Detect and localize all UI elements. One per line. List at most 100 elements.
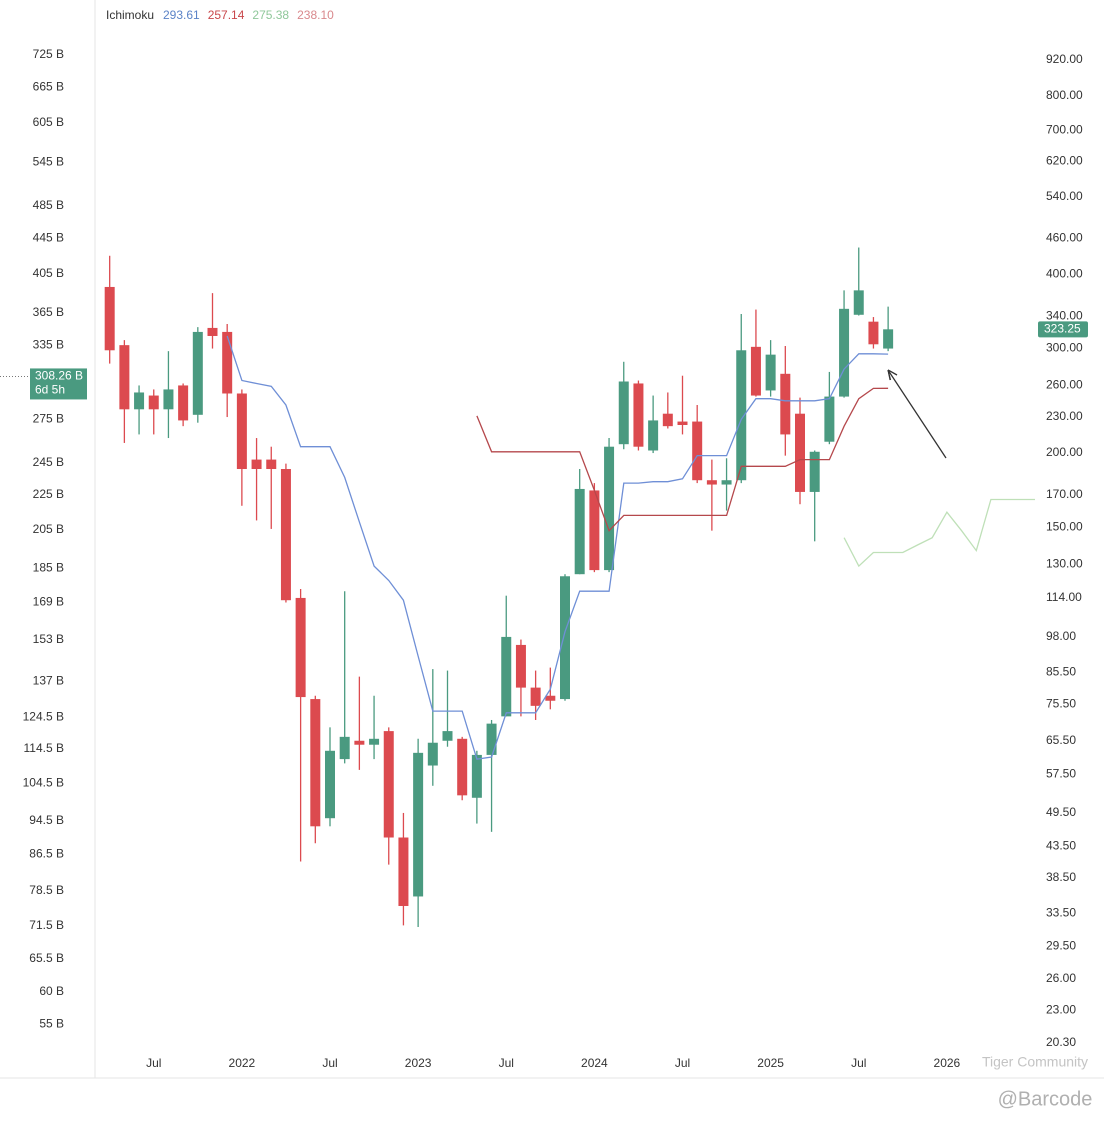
- candle-body: [295, 597, 306, 698]
- candle-body: [119, 345, 130, 410]
- legend-value: 293.61: [163, 8, 200, 22]
- candle-body: [236, 393, 247, 470]
- y-tick-label: 20.30: [1046, 1035, 1076, 1049]
- candle-body: [192, 331, 203, 415]
- candle-body: [471, 754, 482, 798]
- candle-body: [207, 327, 218, 336]
- candle-body: [266, 459, 277, 470]
- y2-tick-label: 60 B: [39, 984, 64, 998]
- y-tick-label: 170.00: [1046, 487, 1083, 501]
- y2-tick-label: 137 B: [33, 674, 64, 688]
- y-tick-label: 75.50: [1046, 696, 1076, 710]
- y2-tick-label: 71.5 B: [29, 918, 64, 932]
- y2-marker-label: 308.26 B: [35, 369, 83, 383]
- candle-body: [780, 373, 791, 435]
- candle-body: [839, 308, 850, 397]
- candle-body: [706, 480, 717, 485]
- y2-marker-box: [30, 368, 87, 400]
- candle-body: [868, 321, 879, 345]
- candle-body: [163, 389, 174, 410]
- x-tick-label: 2024: [581, 1056, 608, 1070]
- candle-body: [692, 421, 703, 481]
- candle-body: [589, 490, 600, 571]
- candle-body: [383, 731, 394, 838]
- y2-tick-label: 605 B: [33, 115, 64, 129]
- candle-body: [339, 736, 350, 760]
- candle-body: [853, 290, 864, 315]
- y-tick-label: 114.00: [1046, 590, 1082, 604]
- y-tick-label: 65.50: [1046, 733, 1076, 747]
- x-tick-label: Jul: [675, 1056, 690, 1070]
- candle-body: [545, 695, 556, 701]
- y2-tick-label: 114.5 B: [24, 741, 64, 755]
- candle-body: [765, 354, 776, 391]
- y2-tick-label: 86.5 B: [29, 846, 64, 860]
- y2-tick-label: 335 B: [33, 337, 64, 351]
- x-tick-label: Jul: [499, 1056, 514, 1070]
- y-tick-label: 920.00: [1046, 52, 1083, 66]
- candle-body: [824, 396, 835, 442]
- candle-body: [560, 576, 570, 700]
- y-tick-label: 43.50: [1046, 838, 1076, 852]
- candle-body: [883, 329, 894, 349]
- y2-tick-label: 225 B: [33, 487, 64, 501]
- indicator-line: [476, 387, 889, 532]
- candle-body: [662, 413, 673, 427]
- candle-body: [442, 731, 453, 741]
- candle-body: [604, 446, 615, 571]
- y-tick-label: 340.00: [1046, 308, 1083, 322]
- candle-body: [648, 420, 659, 451]
- candle-body: [750, 346, 761, 396]
- candle-body: [427, 742, 438, 766]
- y2-tick-label: 725 B: [33, 47, 64, 61]
- y2-tick-label: 153 B: [33, 632, 64, 646]
- y2-tick-label: 205 B: [33, 522, 64, 536]
- candle-body: [134, 392, 145, 410]
- y2-tick-label: 78.5 B: [29, 883, 64, 897]
- candle-body: [222, 331, 233, 394]
- candle-body: [618, 381, 629, 445]
- candle-body: [310, 699, 321, 827]
- candle-body: [515, 644, 526, 688]
- last-price-label: 323.25: [1044, 321, 1081, 335]
- candle-body: [501, 636, 512, 717]
- y2-marker-countdown: 6d 5h: [35, 383, 65, 397]
- y2-tick-label: 185 B: [33, 561, 64, 575]
- y2-tick-label: 365 B: [33, 305, 64, 319]
- y-tick-label: 200.00: [1046, 445, 1083, 459]
- watermark: @Barcode: [998, 1088, 1093, 1110]
- candle-body: [736, 350, 747, 481]
- candle-body: [280, 469, 291, 601]
- y-tick-label: 49.50: [1046, 805, 1076, 819]
- y-tick-label: 700.00: [1046, 122, 1083, 136]
- x-tick-label: 2022: [229, 1056, 256, 1070]
- y-tick-label: 260.00: [1046, 378, 1083, 392]
- y-tick-label: 400.00: [1046, 267, 1083, 281]
- annotation-arrow: [887, 369, 947, 459]
- candle-body: [721, 480, 732, 485]
- candle-body: [530, 687, 541, 706]
- candle-body: [574, 488, 585, 575]
- x-tick-label: Jul: [146, 1056, 161, 1070]
- y2-tick-label: 485 B: [33, 198, 64, 212]
- indicator-line: [226, 335, 889, 760]
- candle-body: [354, 740, 365, 745]
- y2-tick-label: 94.5 B: [29, 813, 64, 827]
- candle-body: [148, 395, 159, 410]
- y2-tick-label: 124.5 B: [23, 709, 64, 723]
- y-tick-label: 33.50: [1046, 906, 1076, 920]
- y2-tick-label: 665 B: [33, 80, 64, 94]
- y2-tick-label: 245 B: [33, 455, 64, 469]
- legend-value: 275.38: [252, 8, 289, 22]
- y-tick-label: 460.00: [1046, 231, 1083, 245]
- last-price-box: [1038, 321, 1088, 338]
- x-tick-label: 2025: [757, 1056, 784, 1070]
- candle-body: [178, 385, 189, 421]
- y-tick-label: 98.00: [1046, 629, 1076, 643]
- y2-tick-label: 104.5 B: [23, 775, 64, 789]
- legend-label: Ichimoku: [106, 8, 154, 22]
- y2-tick-label: 55 B: [39, 1017, 64, 1031]
- y-tick-label: 540.00: [1046, 189, 1083, 203]
